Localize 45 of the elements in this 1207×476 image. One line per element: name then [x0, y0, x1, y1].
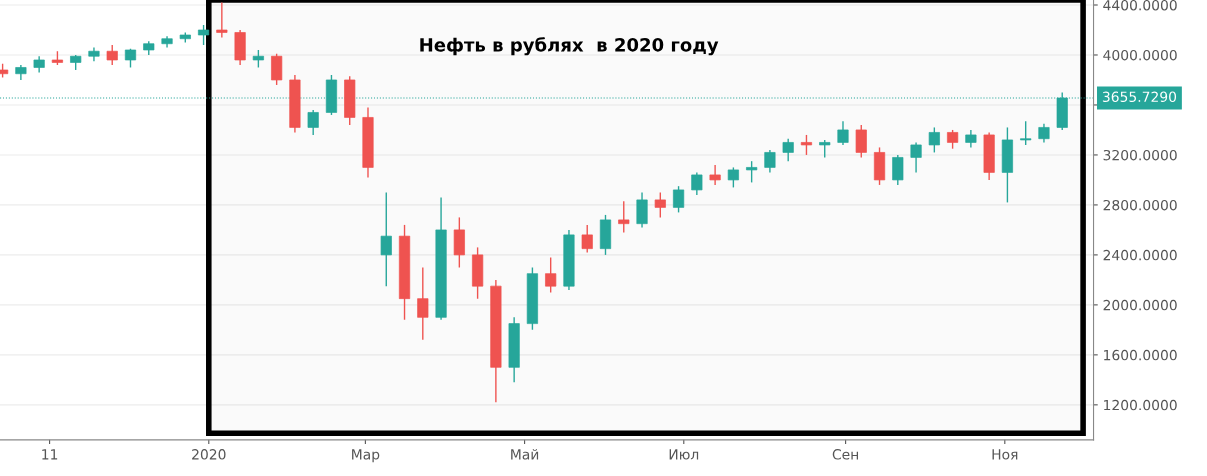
candlestick: [380, 191, 392, 287]
x-tick-label: Ноя: [992, 449, 1018, 460]
y-tick-label: 4000.0000: [1103, 49, 1177, 61]
y-tick-label: 1600.0000: [1104, 349, 1177, 361]
candlestick: [216, 1, 228, 39]
candlestick: [654, 191, 666, 219]
candlestick: [709, 164, 721, 186]
x-tick-label: Сен: [832, 449, 858, 460]
candlestick: [947, 129, 959, 150]
candlestick: [618, 200, 630, 234]
candlestick: [673, 185, 685, 214]
candlestick: [782, 137, 794, 162]
candlestick: [1020, 120, 1032, 146]
candlestick: [691, 171, 703, 196]
candlestick: [581, 224, 593, 254]
x-tick-label: 2020: [192, 449, 226, 460]
candlestick: [636, 191, 648, 229]
x-tick-label: Мар: [352, 449, 380, 463]
x-tick-label: Май: [511, 448, 539, 460]
y-tick-label: 4400.0000: [1103, 0, 1177, 11]
y-tick-label: 2800.0000: [1103, 199, 1177, 211]
candlestick: [800, 134, 813, 156]
text: Нефть в рублях в 2020 году: [420, 37, 719, 56]
x-tick-label: Июл: [669, 449, 699, 460]
candlestick: [727, 166, 739, 189]
candlestick: [837, 120, 849, 146]
candlestick: [106, 44, 118, 66]
candlestick: [1038, 123, 1050, 144]
candlestick: [271, 53, 283, 86]
y-tick-label: 3200.0000: [1103, 149, 1177, 161]
candlestick: [855, 124, 867, 159]
candlestick: [307, 109, 319, 136]
candlestick: [198, 24, 210, 46]
candlestick: [910, 141, 922, 174]
x-tick-label: 11: [42, 449, 58, 460]
candlestick: [892, 154, 904, 186]
y-tick-label: 1200.0000: [1104, 399, 1177, 411]
candlestick: [545, 256, 557, 294]
candlestick: [928, 126, 940, 154]
candlestick: [417, 266, 429, 341]
y-tick-label: 2000.0000: [1103, 299, 1177, 311]
ref-line-label: 3655.7290: [1102, 91, 1177, 103]
candlestick: [746, 160, 758, 184]
y-tick-label: 2400.0000: [1103, 249, 1177, 261]
candlestick: [764, 149, 776, 174]
